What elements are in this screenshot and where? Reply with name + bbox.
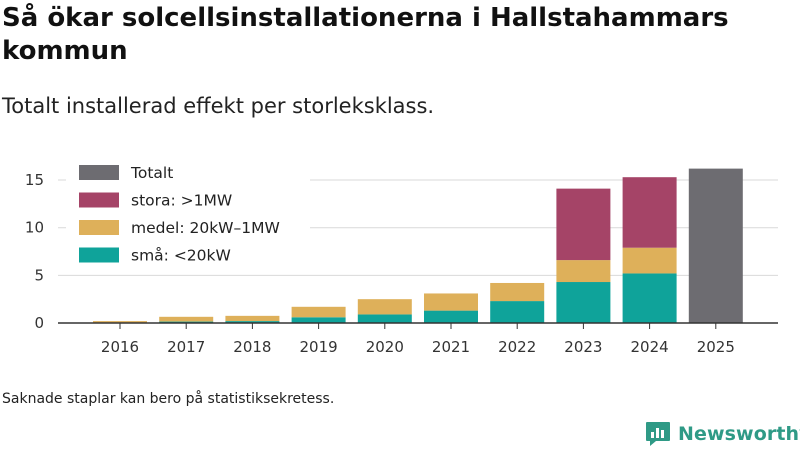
axes: 0 5 10 15 2016 2017 2018 2019 2020 2021 2022 2023 20…	[25, 171, 778, 356]
legend-label: stora: >1MW	[131, 192, 232, 210]
bar-2017-medel	[159, 316, 214, 322]
bar-2018-små	[225, 321, 280, 323]
bar-2021-små	[424, 310, 478, 323]
bar-2024-medel	[622, 247, 677, 274]
bar-2019-medel	[291, 306, 346, 318]
bar-2019-små	[291, 317, 346, 323]
chart-subtitle: Totalt installerad effekt per storlekskl…	[2, 94, 435, 118]
legend-label: medel: 20kW–1MW	[131, 219, 280, 237]
legend-swatch	[79, 165, 119, 180]
bar-2018-medel	[225, 315, 280, 322]
y-tick-label: 5	[34, 266, 44, 284]
bar-2020-medel	[357, 299, 412, 315]
chart-title: Så ökar solcellsinstallationerna i Halls…	[2, 3, 729, 66]
newsworthy-icon	[646, 422, 670, 446]
stacked-bar-chart: 0 5 10 15 2016 2017 2018 2019 2020 2021 2022 2023 20…	[25, 160, 778, 356]
legend-swatch	[79, 220, 119, 235]
x-tick-label: 2017	[167, 338, 205, 356]
x-tick-label: 2022	[498, 338, 536, 356]
bar-2024-stora	[622, 177, 677, 248]
legend-label: Totalt	[130, 164, 173, 182]
bar-2023-stora	[556, 188, 611, 261]
x-tick-label: 2024	[631, 338, 669, 356]
x-tick-label: 2020	[366, 338, 404, 356]
legend-swatch	[79, 192, 119, 208]
brand-name: Newsworthy	[678, 423, 800, 445]
bar-2023-medel	[556, 260, 611, 283]
x-tick-label: 2025	[697, 338, 735, 356]
newsworthy-logo: Newsworthy	[644, 419, 800, 449]
legend: Totalt stora: >1MW medel: 20kW–1MW små: <20…	[66, 160, 310, 274]
bar-2022-små	[490, 301, 545, 323]
bars	[93, 168, 743, 323]
legend-swatch	[79, 247, 119, 263]
bar-2020-små	[357, 314, 412, 323]
bar-2016-medel	[93, 321, 147, 323]
legend-label: små: <20kW	[131, 247, 231, 265]
x-tick-label: 2021	[432, 338, 470, 356]
bar-2021-medel	[424, 293, 478, 311]
y-tick-label: 0	[34, 314, 44, 332]
x-tick-label: 2023	[564, 338, 602, 356]
x-tick-label: 2016	[101, 338, 139, 356]
y-tick-label: 15	[25, 171, 44, 189]
bar-2023-små	[556, 282, 611, 323]
x-tick-label: 2019	[300, 338, 338, 356]
x-tick-label: 2018	[233, 338, 271, 356]
bar-2025-Totalt	[688, 168, 743, 323]
bar-2024-små	[622, 273, 677, 323]
y-tick-label: 10	[25, 219, 44, 237]
bar-2022-medel	[490, 282, 545, 302]
footnote: Saknade staplar kan bero på statistiksek…	[2, 391, 335, 407]
